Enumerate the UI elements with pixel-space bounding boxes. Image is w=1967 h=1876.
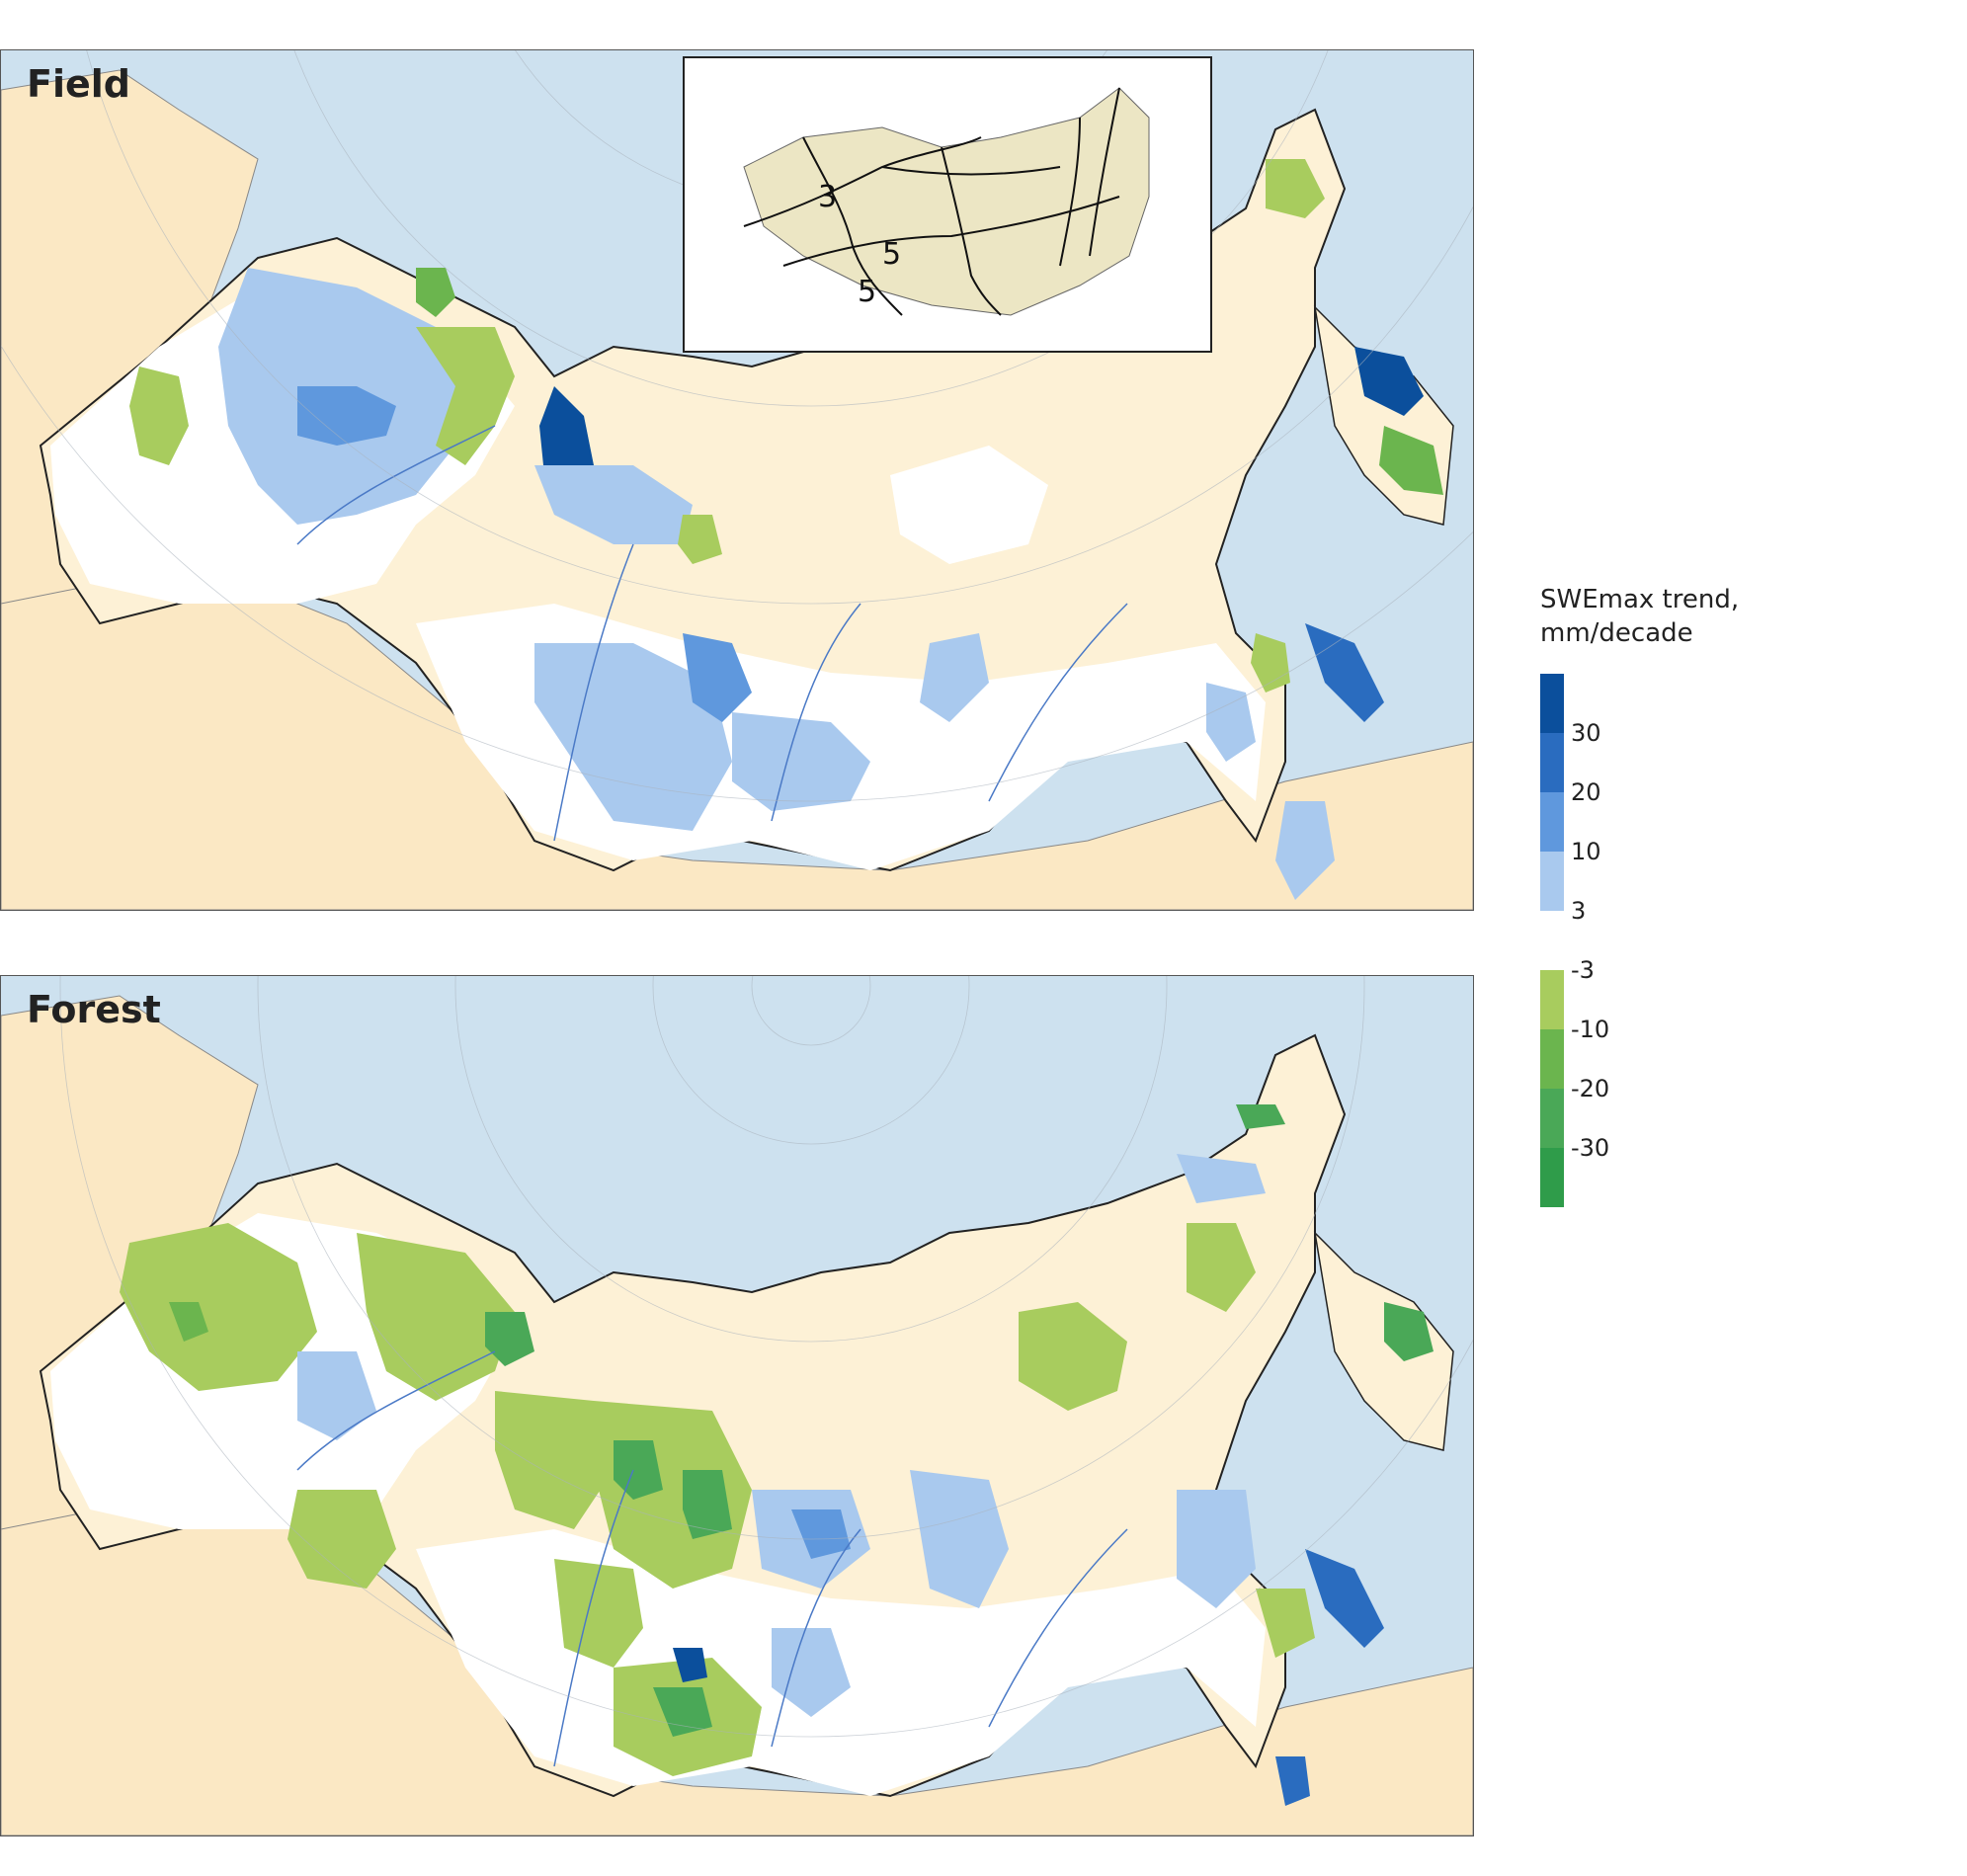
legend-swatch — [1540, 1029, 1564, 1089]
trend-forest-green-2 — [169, 1302, 208, 1342]
inset-russia — [743, 87, 1150, 316]
legend-swatch — [1540, 792, 1564, 852]
legend-tick-label: 20 — [1571, 778, 1601, 806]
trend-field-green-4 — [678, 515, 722, 564]
trend-forest-blue-9 — [1275, 1756, 1310, 1806]
trend-field-green-7 — [1251, 633, 1290, 693]
trend-field-green-3 — [416, 268, 455, 317]
trend-field-blue-4 — [534, 465, 693, 544]
legend-title: SWEmax trend, mm/decade — [1540, 583, 1739, 650]
trend-forest-blue-1 — [297, 1351, 376, 1440]
rivers — [296, 1350, 1128, 1767]
trend-field-blue-7 — [732, 712, 870, 811]
legend-swatch — [1540, 852, 1564, 911]
trend-field-blue-10 — [1354, 347, 1424, 416]
trend-forest-green-15 — [1236, 1104, 1285, 1129]
legend-swatch — [1540, 1148, 1564, 1207]
trend-field-blue-11 — [1305, 623, 1384, 722]
trend-forest-green-13 — [1019, 1302, 1127, 1411]
legend-swatch — [1540, 970, 1564, 1029]
trend-forest-green-17 — [1256, 1589, 1315, 1658]
trend-field-blue-9 — [1206, 683, 1256, 762]
field-map-panel: Field 3 5 5 — [0, 49, 1474, 911]
trend-forest-green-10 — [554, 1559, 643, 1668]
legend-tick-label: 3 — [1571, 897, 1587, 925]
legend-tick-label: 10 — [1571, 838, 1601, 865]
trend-forest-green-3 — [357, 1233, 515, 1401]
trend-forest-blue-3 — [791, 1509, 851, 1559]
nochange-zone-central — [890, 446, 1048, 564]
trend-field-blue-8 — [920, 633, 989, 722]
forest-map — [1, 976, 1473, 1835]
trend-forest-blue-5 — [772, 1628, 851, 1717]
legend-tick-label: -20 — [1571, 1075, 1610, 1102]
trend-field-green-6 — [1379, 426, 1443, 495]
inset-region-label-5a: 5 — [882, 237, 901, 272]
regions-inset-map: 3 5 5 — [683, 56, 1212, 353]
legend-swatch — [1540, 674, 1564, 733]
trend-field-blue-12 — [1275, 801, 1335, 900]
legend-swatch — [1540, 911, 1564, 970]
trend-forest-green-16 — [1384, 1302, 1434, 1361]
inset-region-label-5b: 5 — [858, 275, 876, 309]
trend-forest-green-7 — [614, 1440, 663, 1500]
legend-title-line1: SWEmax trend, — [1540, 585, 1740, 614]
legend-color-bar — [1540, 674, 1564, 1207]
trend-forest-blue-7 — [1305, 1549, 1384, 1648]
legend-tick-label: -30 — [1571, 1134, 1610, 1162]
trend-forest-blue-6 — [1177, 1490, 1256, 1608]
forest-map-panel: Forest — [0, 975, 1474, 1836]
trend-forest-green-12 — [653, 1687, 712, 1737]
forest-panel-title: Forest — [27, 988, 161, 1031]
trend-field-green-2 — [416, 327, 515, 465]
inset-region-boundaries — [743, 87, 1120, 316]
legend-tick-label: 30 — [1571, 719, 1601, 747]
legend-swatch — [1540, 733, 1564, 792]
trend-forest-green-8 — [683, 1470, 732, 1539]
field-panel-title: Field — [27, 62, 130, 106]
trend-forest-green-9 — [287, 1490, 396, 1589]
inset-region-label-3: 3 — [818, 180, 837, 214]
trend-forest-green-4 — [485, 1312, 534, 1366]
trend-forest-green-1 — [120, 1223, 317, 1391]
legend-tick-label: -10 — [1571, 1016, 1610, 1043]
trend-forest-green-5 — [495, 1391, 614, 1529]
legend-title-line2: mm/decade — [1540, 618, 1693, 648]
inset-map: 3 5 5 — [685, 58, 1210, 351]
trend-field-green-1 — [129, 367, 189, 465]
legend-tick-label: -3 — [1571, 956, 1595, 984]
legend-swatch — [1540, 1089, 1564, 1148]
trend-field-blue-5 — [534, 643, 732, 831]
trend-forest-blue-4 — [910, 1470, 1009, 1608]
trend-forest-blue-8 — [673, 1648, 707, 1682]
graticule — [59, 976, 1473, 1738]
trend-forest-blue-10 — [1177, 1154, 1266, 1203]
trend-forest-green-14 — [1187, 1223, 1256, 1312]
trend-field-blue-2 — [297, 386, 396, 446]
trend-field-green-5 — [1266, 159, 1325, 218]
rivers — [296, 425, 1128, 842]
trend-field-blue-6 — [683, 633, 752, 722]
